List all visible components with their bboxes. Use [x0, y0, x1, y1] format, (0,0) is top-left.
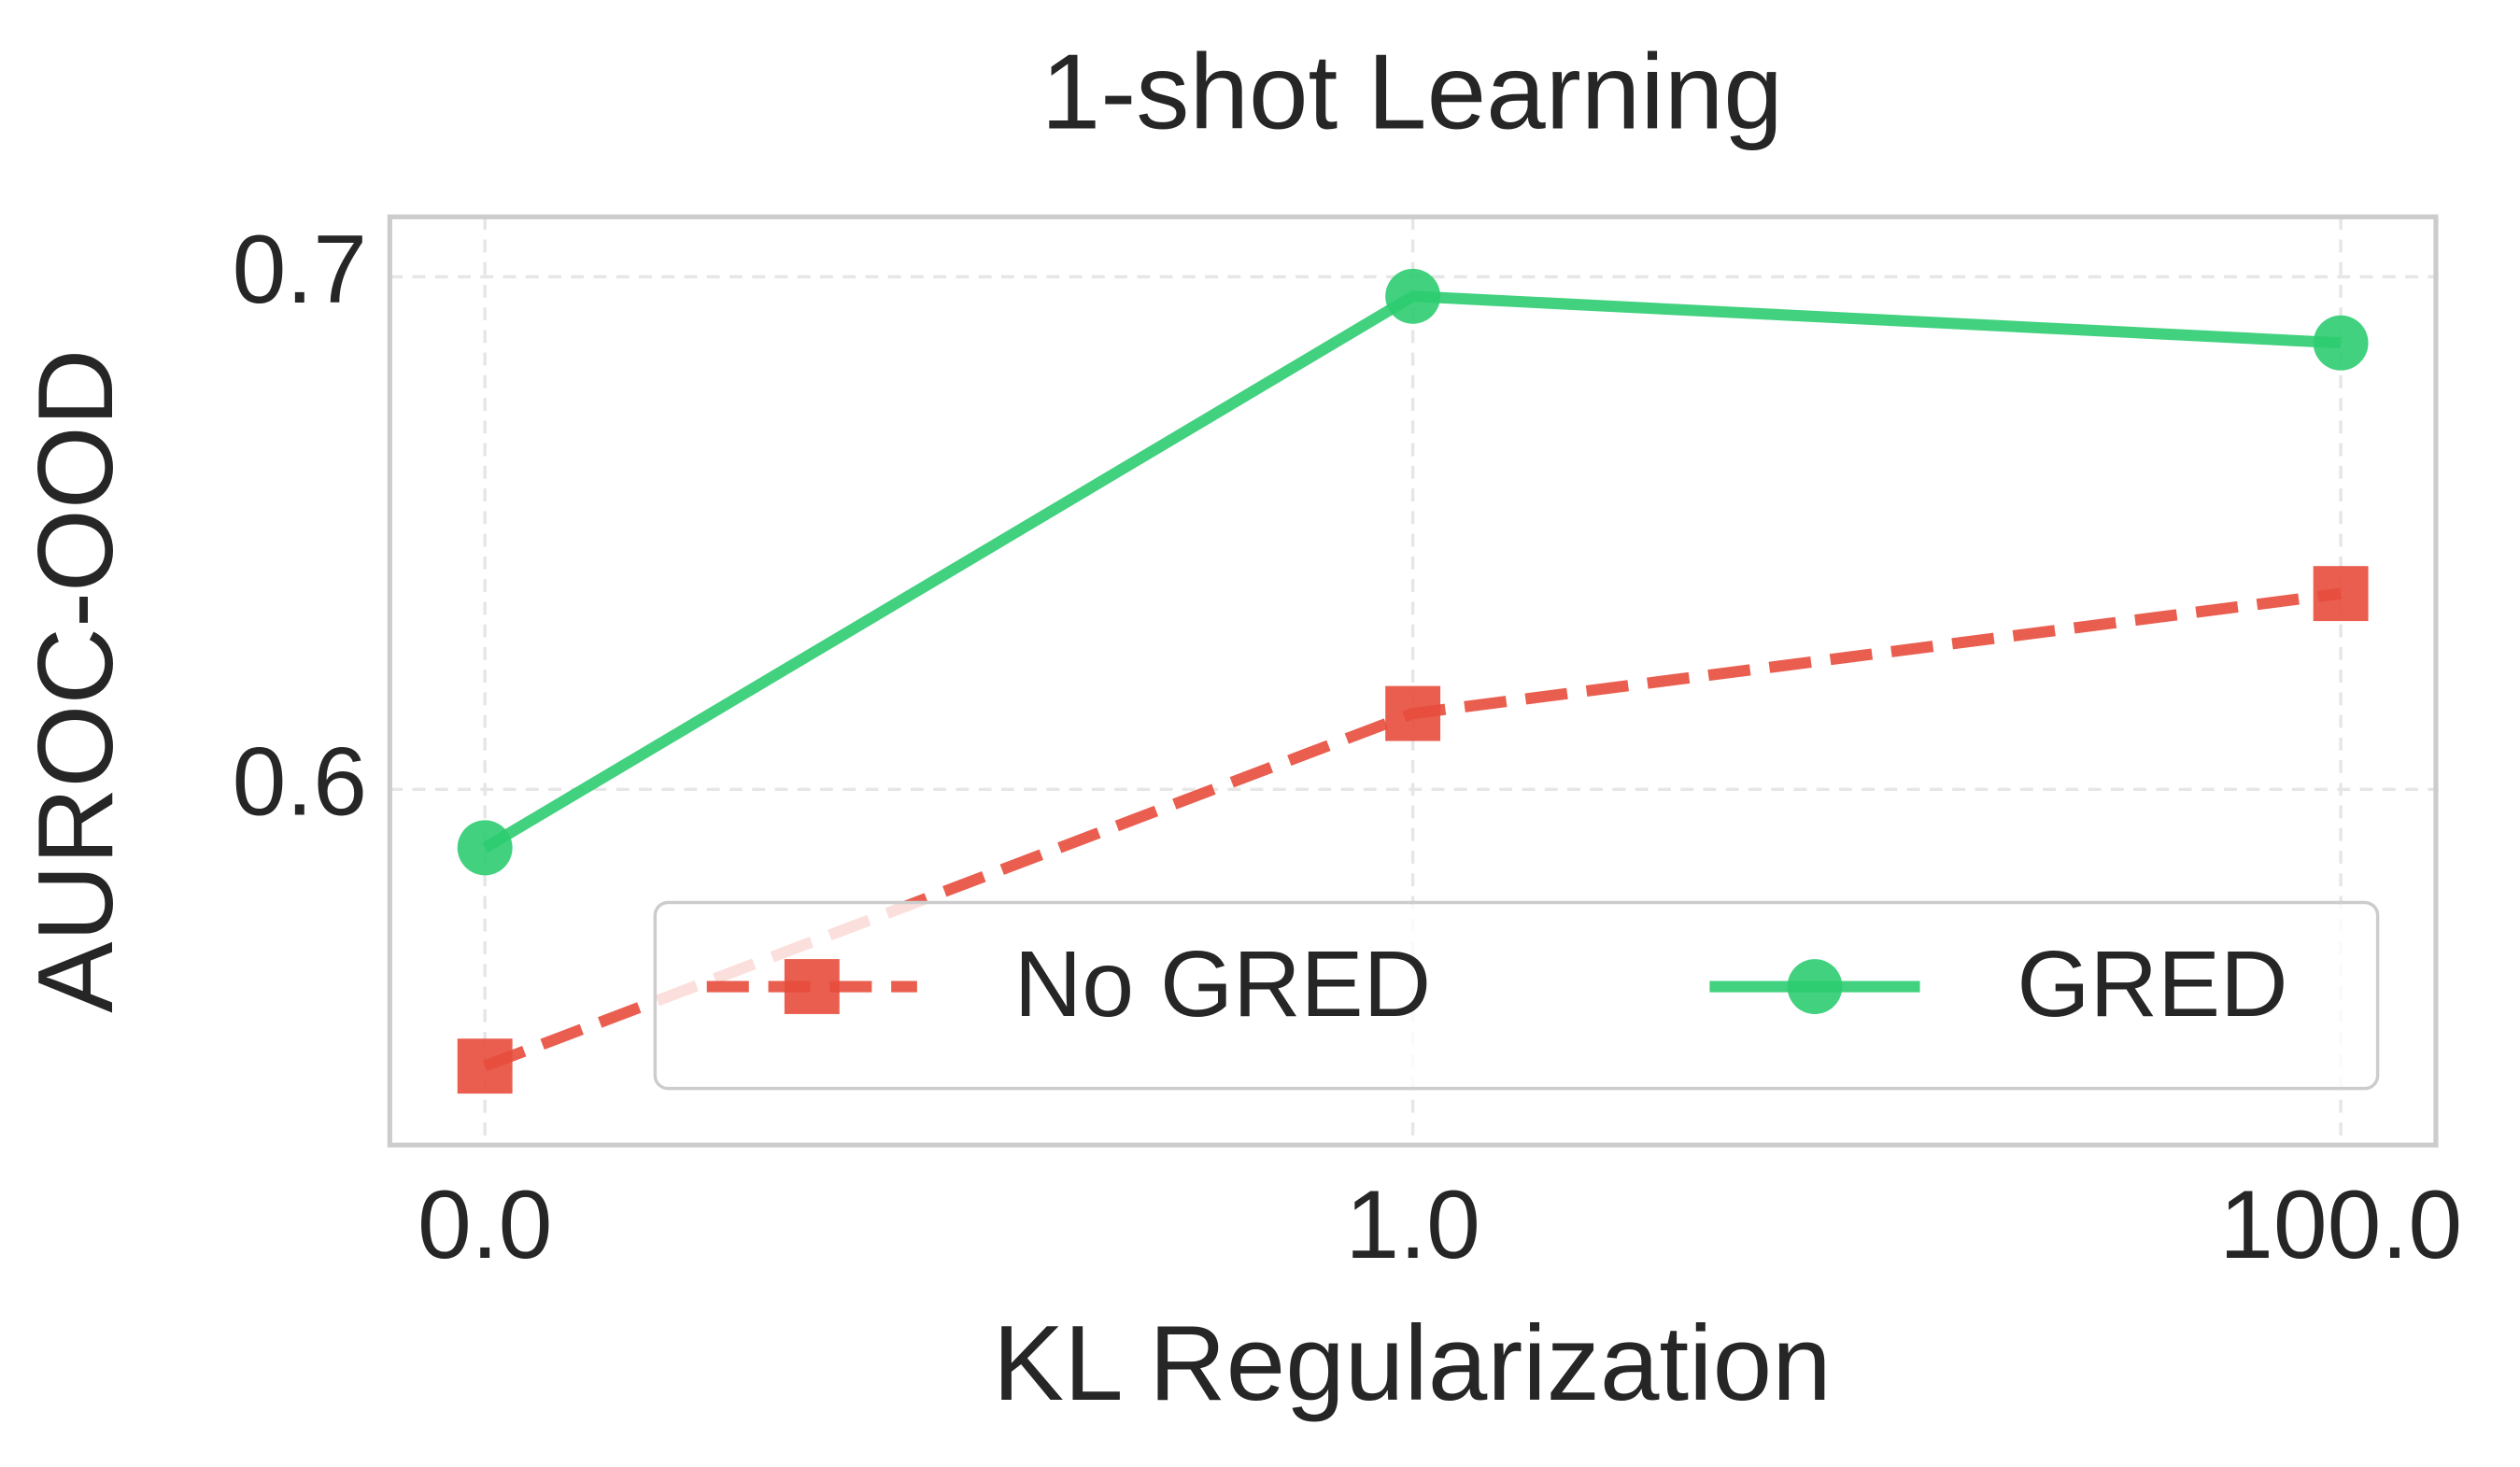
marker — [2313, 315, 2369, 371]
marker — [457, 820, 513, 876]
y-tick-label: 0.7 — [233, 216, 367, 324]
chart-title: 1-shot Learning — [1041, 34, 1783, 152]
y-axis-label: AUROC-OOD — [17, 349, 135, 1013]
marker — [784, 959, 840, 1014]
x-tick-label: 1.0 — [1345, 1171, 1479, 1279]
y-tick-label: 0.6 — [233, 728, 367, 837]
marker — [457, 1038, 513, 1094]
marker — [1385, 268, 1441, 324]
x-tick-label: 0.0 — [418, 1171, 552, 1279]
legend-label: No GRED — [1014, 932, 1431, 1037]
x-tick-label: 100.0 — [2219, 1171, 2462, 1279]
legend-box — [653, 900, 2380, 1091]
marker — [1385, 685, 1441, 741]
plot-frame — [387, 214, 2439, 1148]
marker — [1787, 959, 1843, 1014]
legend-label: GRED — [2017, 932, 2287, 1037]
x-axis-label: KL Regularization — [993, 1305, 1832, 1423]
marker — [2313, 566, 2369, 622]
